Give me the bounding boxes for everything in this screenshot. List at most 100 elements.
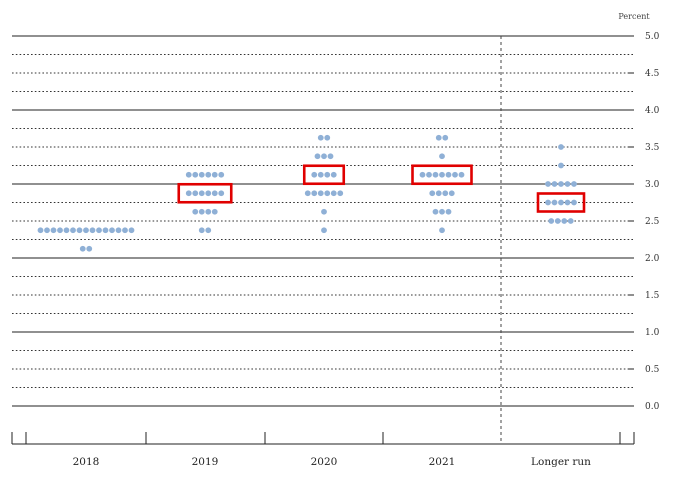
dot-point bbox=[304, 190, 311, 197]
dot-point bbox=[311, 190, 318, 197]
y-tick-label: 3.5 bbox=[645, 143, 660, 153]
y-tick-label: 3.0 bbox=[645, 180, 660, 190]
dot-point bbox=[79, 245, 86, 252]
dot-point bbox=[205, 190, 212, 197]
category-label: 2018 bbox=[73, 456, 100, 468]
dot-point bbox=[439, 208, 445, 215]
dot-point bbox=[317, 134, 324, 141]
dot-point bbox=[571, 181, 577, 187]
dot-point bbox=[317, 190, 324, 197]
y-tick-label: 5.0 bbox=[645, 32, 660, 42]
dot-point bbox=[452, 171, 458, 178]
x-axis bbox=[11, 432, 635, 445]
dot-point bbox=[558, 181, 564, 187]
dot-point bbox=[445, 171, 452, 178]
category-label: 2021 bbox=[429, 456, 456, 468]
dot-point bbox=[442, 190, 449, 197]
dot-point bbox=[76, 227, 83, 234]
dot-point bbox=[429, 190, 436, 197]
dot-point bbox=[317, 171, 324, 178]
dot-point bbox=[551, 199, 558, 206]
dot-point bbox=[551, 181, 558, 187]
dot-point bbox=[567, 218, 574, 224]
dot-point bbox=[439, 153, 445, 160]
dot-point bbox=[435, 190, 442, 197]
dot-point bbox=[321, 208, 327, 215]
dot-point bbox=[554, 218, 561, 224]
dot-point bbox=[337, 190, 344, 197]
category-label: 2019 bbox=[192, 456, 219, 468]
dot-point bbox=[70, 227, 76, 234]
dot-point bbox=[324, 171, 331, 178]
y-tick-label: 0.0 bbox=[645, 402, 660, 412]
dots-layer bbox=[37, 134, 577, 252]
dot-point bbox=[128, 227, 135, 234]
dot-point bbox=[37, 227, 44, 234]
y-tick-label: 0.5 bbox=[645, 365, 660, 375]
dot-point bbox=[439, 171, 445, 178]
dot-point bbox=[86, 245, 93, 252]
dot-point bbox=[205, 227, 212, 234]
dot-point bbox=[448, 190, 455, 197]
dot-point bbox=[96, 227, 102, 234]
dot-point bbox=[321, 153, 327, 160]
dot-point bbox=[211, 208, 218, 215]
dot-point bbox=[558, 162, 564, 169]
dot-point bbox=[564, 181, 571, 187]
dot-point bbox=[192, 190, 199, 197]
highlight-box bbox=[177, 182, 233, 204]
dot-point bbox=[545, 181, 551, 187]
dot-point bbox=[198, 190, 205, 197]
dot-point bbox=[102, 227, 109, 234]
dot-point bbox=[327, 153, 334, 160]
dot-point bbox=[44, 227, 50, 234]
dot-point bbox=[109, 227, 115, 234]
dot-point bbox=[57, 227, 63, 234]
y-tick-label: 2.0 bbox=[645, 254, 660, 264]
dot-point bbox=[445, 208, 452, 215]
dot-point bbox=[419, 171, 426, 178]
dot-point bbox=[571, 199, 577, 206]
dot-point bbox=[89, 227, 96, 234]
highlight-boxes bbox=[177, 164, 586, 213]
y-tick-labels: 0.0 0.5 1.0 1.5 2.0 2.5 3.0 3.5 4.0 4.5 5.0 bbox=[628, 32, 660, 412]
dot-point bbox=[314, 153, 321, 160]
dot-point bbox=[426, 171, 432, 178]
dot-point bbox=[50, 227, 57, 234]
dot-point bbox=[435, 134, 442, 141]
dot-point bbox=[185, 171, 192, 178]
dot-point bbox=[211, 190, 218, 197]
dot-point bbox=[330, 190, 337, 197]
dot-point bbox=[330, 171, 337, 178]
dot-point bbox=[564, 199, 571, 206]
dot-point bbox=[63, 227, 70, 234]
dot-point bbox=[561, 218, 568, 224]
dot-point bbox=[545, 199, 551, 206]
unit-label: Percent bbox=[618, 12, 650, 21]
dot-point bbox=[311, 171, 318, 178]
dot-point bbox=[122, 227, 128, 234]
dot-point bbox=[558, 144, 564, 150]
dot-point bbox=[548, 218, 555, 224]
dot-point bbox=[205, 171, 212, 178]
y-tick-label: 2.5 bbox=[645, 217, 660, 227]
y-tick-label: 1.0 bbox=[645, 328, 660, 338]
category-label: 2020 bbox=[311, 456, 338, 468]
dot-point bbox=[198, 171, 205, 178]
y-tick-label: 1.5 bbox=[645, 291, 660, 301]
y-tick-label: 4.0 bbox=[645, 106, 660, 116]
y-tick-label: 4.5 bbox=[645, 69, 660, 79]
category-labels: 2018 2019 2020 2021 Longer run bbox=[73, 456, 592, 468]
dot-point bbox=[198, 208, 205, 215]
category-label: Longer run bbox=[531, 456, 591, 468]
dot-point bbox=[558, 199, 564, 206]
dot-point bbox=[115, 227, 122, 234]
dot-point bbox=[185, 190, 192, 197]
dot-point bbox=[198, 227, 205, 234]
dot-point bbox=[324, 134, 331, 141]
dot-point bbox=[432, 171, 439, 178]
highlight-box bbox=[411, 164, 473, 186]
dot-point bbox=[442, 134, 449, 141]
dot-point bbox=[205, 208, 212, 215]
